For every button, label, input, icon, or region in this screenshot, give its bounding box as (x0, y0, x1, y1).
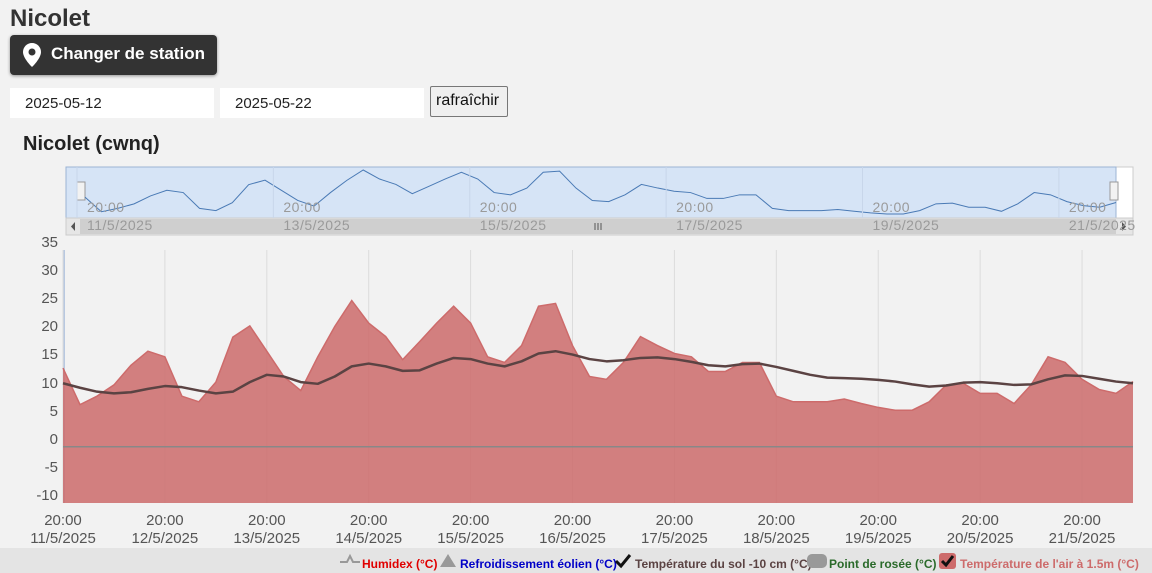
navigator-tick-label: 20:00 15/5/2025 (479, 199, 547, 233)
x-tick-label: 20:00 12/5/2025 (131, 512, 199, 547)
x-tick-label: 20:00 21/5/2025 (1048, 512, 1116, 547)
legend-icon[interactable] (613, 552, 633, 570)
navigator-tick-label: 20:00 11/5/2025 (87, 199, 153, 233)
legend-label[interactable]: Température du sol -10 cm (°C) (635, 557, 812, 571)
end-date-input[interactable]: 2025-05-22 (220, 88, 424, 118)
area-fill (63, 300, 1133, 503)
chart-title: Nicolet (cwnq) (23, 133, 160, 155)
x-tick-label: 20:00 18/5/2025 (742, 512, 810, 547)
y-tick-label: -10 (36, 487, 58, 504)
navigator-tick-label: 20:00 21/5/2025 (1068, 199, 1136, 233)
button-label: Changer de station (51, 44, 205, 63)
line (62, 349, 1134, 395)
legend: Humidex (°C) Refroidissement éolien (°C) T… (0, 548, 1152, 573)
navigator-selection[interactable] (65, 166, 1117, 219)
y-tick-label: -5 (44, 458, 58, 476)
legend-label[interactable]: Température de l'air à 1.5m (°C) (960, 557, 1139, 571)
y-tick-label: 25 (41, 290, 58, 308)
navigator-tick-label: 20:00 17/5/2025 (676, 199, 743, 233)
x-tick-label: 20:00 20/5/2025 (946, 512, 1014, 547)
refresh-button[interactable]: rafraîchir (430, 86, 508, 117)
scrollbar-grip (594, 223, 602, 230)
y-tick-label: 20 (41, 318, 58, 336)
y-tick-label: 30 (41, 262, 58, 280)
legend-label[interactable]: Point de rosée (°C) (829, 557, 937, 571)
navigator-handle-right[interactable] (1109, 181, 1119, 201)
x-tick-label: 20:00 17/5/2025 (641, 512, 708, 547)
x-tick-label: 20:00 14/5/2025 (335, 512, 403, 547)
legend-icon[interactable] (807, 552, 827, 570)
x-tick-label: 20:00 11/5/2025 (30, 512, 96, 547)
scroll-right-arrow[interactable] (1122, 222, 1126, 231)
x-tick-label: 20:00 15/5/2025 (437, 512, 504, 547)
x-tick-label: 20:00 19/5/2025 (844, 512, 912, 547)
navigator-line (84, 169, 1117, 215)
navigator-handle-left[interactable] (76, 181, 86, 201)
pin-icon (23, 43, 41, 67)
legend-icon[interactable] (438, 552, 458, 570)
legend-label[interactable]: Refroidissement éolien (°C) (460, 557, 617, 571)
navigator-tick-label: 20:00 13/5/2025 (283, 199, 351, 233)
legend-label[interactable]: Humidex (°C) (362, 557, 438, 571)
legend-icon[interactable] (938, 552, 958, 570)
y-tick-label: 0 (49, 430, 58, 448)
x-tick-label: 20:00 16/5/2025 (539, 512, 606, 547)
y-tick-label: 15 (41, 346, 58, 364)
start-date-input[interactable]: 2025-05-12 (10, 88, 214, 118)
change-station-button[interactable]: Changer de station (10, 35, 217, 75)
navigator-tick-label: 20:00 19/5/2025 (872, 199, 940, 233)
scroll-left-arrow[interactable] (71, 222, 75, 231)
y-tick-label: 35 (41, 234, 58, 251)
y-tick-label: 10 (41, 374, 58, 392)
x-tick-label: 20:00 13/5/2025 (233, 512, 301, 547)
y-tick-label: 5 (49, 402, 58, 420)
legend-icon[interactable] (340, 552, 360, 570)
station-title: Nicolet (10, 5, 91, 32)
